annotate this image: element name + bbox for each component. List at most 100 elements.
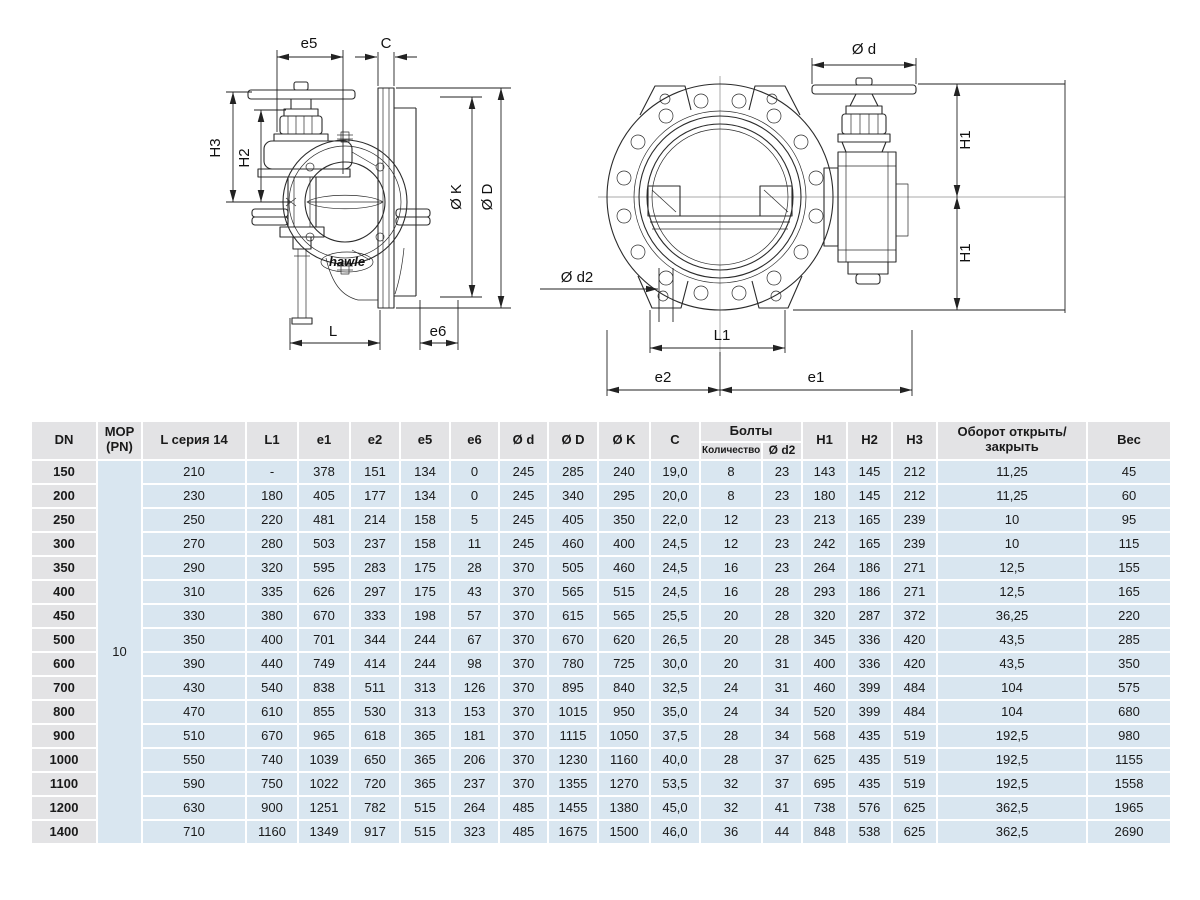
value-cell: 519 [891, 770, 939, 797]
value-cell: 1270 [597, 770, 651, 797]
value-cell: 313 [399, 698, 451, 725]
value-cell: 620 [597, 626, 651, 653]
value-cell: 420 [891, 650, 939, 677]
value-cell: 510 [141, 722, 247, 749]
value-cell: 917 [349, 818, 401, 845]
value-cell: 24,5 [649, 554, 701, 581]
value-cell: 980 [1086, 722, 1173, 749]
dim-label-l1: L1 [714, 327, 731, 344]
value-cell: 435 [846, 770, 894, 797]
value-cell: 214 [349, 506, 401, 533]
value-cell: 237 [449, 770, 500, 797]
value-cell: 399 [846, 674, 894, 701]
flange-lugs [637, 85, 803, 309]
value-cell: 24 [699, 698, 763, 725]
value-cell: 165 [846, 530, 894, 557]
value-cell: 838 [297, 674, 351, 701]
value-cell: 1965 [1086, 794, 1173, 821]
value-cell: 186 [846, 554, 894, 581]
dim-e2: e2 [606, 330, 721, 396]
value-cell: 750 [245, 770, 299, 797]
value-cell: 31 [760, 674, 804, 701]
value-cell: 37,5 [649, 722, 701, 749]
col-header-e6: e6 [449, 420, 500, 461]
value-cell: 37 [760, 770, 804, 797]
value-cell: 335 [245, 578, 299, 605]
value-cell: 440 [245, 650, 299, 677]
dim-l: L [289, 310, 381, 350]
value-cell: 336 [846, 650, 894, 677]
dim-d-small: Ø d [811, 41, 917, 84]
value-cell: 270 [141, 530, 247, 557]
value-cell: 670 [297, 602, 351, 629]
value-cell: 435 [846, 722, 894, 749]
dn-cell: 1400 [30, 818, 98, 845]
value-cell: 67 [449, 626, 500, 653]
dim-e1: e1 [720, 330, 913, 396]
value-cell: 370 [498, 746, 549, 773]
dim-h2: H2 [236, 109, 286, 202]
table-row: 300 270 280 503 237 158 11 245 460 400 24,5 12 23 242… [30, 530, 1173, 557]
value-cell: 370 [498, 770, 549, 797]
value-cell: 538 [846, 818, 894, 845]
value-cell: 134 [399, 482, 451, 509]
value-cell: 618 [349, 722, 401, 749]
value-cell: 565 [597, 602, 651, 629]
value-cell: 350 [1086, 650, 1173, 677]
value-cell: 239 [891, 530, 939, 557]
value-cell: 650 [349, 746, 401, 773]
value-cell: 511 [349, 674, 401, 701]
dimension-table: DN MOP (PN) L серия 14 L1 e1 e2 e5 e6 Ø … [30, 420, 1173, 845]
value-cell: 8 [699, 482, 763, 509]
value-cell: 503 [297, 530, 351, 557]
table-header: DN MOP (PN) L серия 14 L1 e1 e2 e5 e6 Ø … [30, 420, 1173, 461]
hawle-logo-text: hawle [329, 254, 365, 269]
dim-h1-bottom: H1 [793, 197, 1065, 311]
value-cell: 12 [699, 530, 763, 557]
value-cell: 192,5 [936, 746, 1089, 773]
value-cell: 180 [801, 482, 849, 509]
dn-cell: 150 [30, 458, 98, 485]
value-cell: 28 [760, 578, 804, 605]
table-row: 250 250 220 481 214 158 5 245 405 350 22,0 12 23 213 1… [30, 506, 1173, 533]
value-cell: 405 [297, 482, 351, 509]
dim-label-d-small: Ø d [852, 41, 876, 58]
value-cell: 400 [597, 530, 651, 557]
value-cell: 245 [498, 530, 549, 557]
value-cell: 540 [245, 674, 299, 701]
value-cell: 210 [141, 458, 247, 485]
value-cell: 2690 [1086, 818, 1173, 845]
dim-label-h1-bottom: H1 [957, 243, 974, 262]
value-cell: 848 [801, 818, 849, 845]
value-cell: 153 [449, 698, 500, 725]
dim-h1-top: H1 [918, 80, 1066, 313]
col-header-d-big: Ø D [547, 420, 599, 461]
value-cell: 313 [399, 674, 451, 701]
value-cell: 198 [399, 602, 451, 629]
value-cell: 11,25 [936, 458, 1089, 485]
value-cell: 365 [399, 770, 451, 797]
col-header-bolts-d2: Ø d2 [760, 440, 804, 461]
col-header-e2: e2 [349, 420, 401, 461]
value-cell: 1155 [1086, 746, 1173, 773]
value-cell: 1022 [297, 770, 351, 797]
value-cell: 505 [547, 554, 599, 581]
value-cell: 380 [245, 602, 299, 629]
value-cell: 1251 [297, 794, 351, 821]
value-cell: 330 [141, 602, 247, 629]
col-header-bolts: Болты [698, 420, 804, 443]
value-cell: 240 [597, 458, 651, 485]
value-cell: 575 [1086, 674, 1173, 701]
right-view: Ø d H1 H1 Ø d2 [540, 41, 1066, 396]
dn-cell: 250 [30, 506, 98, 533]
value-cell: 484 [891, 674, 939, 701]
value-cell: 625 [891, 794, 939, 821]
dim-h3: H3 [207, 91, 290, 203]
col-header-h3: H3 [891, 420, 939, 461]
dim-c: C [355, 35, 417, 86]
value-cell: 370 [498, 578, 549, 605]
value-cell: 333 [349, 602, 401, 629]
value-cell: 840 [597, 674, 651, 701]
value-cell: 1039 [297, 746, 351, 773]
dn-cell: 350 [30, 554, 98, 581]
